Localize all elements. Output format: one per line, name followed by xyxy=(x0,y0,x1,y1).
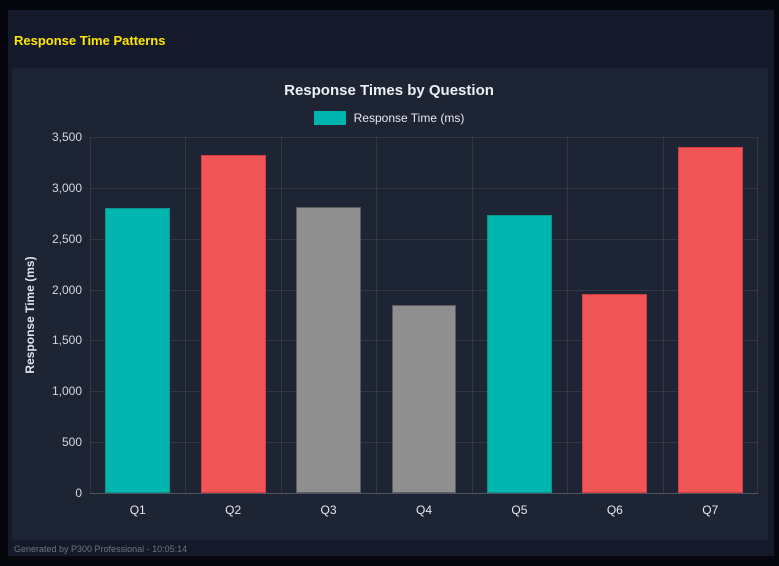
x-tick-label: Q3 xyxy=(320,503,337,517)
y-tick-label: 0 xyxy=(75,486,82,500)
v-gridline xyxy=(662,137,664,493)
x-tick-label: Q5 xyxy=(511,503,528,517)
x-tick-label: Q7 xyxy=(702,503,719,517)
y-tick-label: 1,000 xyxy=(51,384,82,399)
chart-legend: Response Time (ms) xyxy=(20,111,758,125)
h-gridline xyxy=(90,493,758,494)
page-title: Response Time Patterns xyxy=(14,33,166,48)
v-gridline xyxy=(567,137,569,493)
chart-card: Response Times by Question Response Time… xyxy=(12,68,768,540)
x-axis-row: Q1 Q2 Q3 Q4 Q5 Q6 Q7 xyxy=(20,499,758,525)
v-gridline xyxy=(471,137,473,493)
x-tick-label: Q2 xyxy=(225,503,242,517)
v-gridline xyxy=(280,137,282,493)
v-gridline xyxy=(90,137,91,493)
h-gridline xyxy=(90,289,758,291)
bar-q1 xyxy=(105,208,171,493)
bar-q6 xyxy=(582,293,648,493)
v-gridline xyxy=(376,137,378,493)
y-tick-label: 2,000 xyxy=(51,282,82,297)
legend-label: Response Time (ms) xyxy=(353,111,465,125)
x-axis-spacer xyxy=(20,499,90,525)
footer-text: Generated by P300 Professional - 10:05:1… xyxy=(14,544,188,554)
y-tick-label: 2,500 xyxy=(51,231,82,246)
page-header: Response Time Patterns xyxy=(8,10,774,64)
y-axis-title: Response Time (ms) xyxy=(20,137,40,493)
bar-q5 xyxy=(486,215,552,493)
x-axis-labels: Q1 Q2 Q3 Q4 Q5 Q6 Q7 xyxy=(90,499,758,525)
bar-q4 xyxy=(391,304,457,493)
y-tick-label: 500 xyxy=(61,435,82,450)
chart-title: Response Times by Question xyxy=(284,82,494,99)
h-gridline xyxy=(90,187,758,189)
y-axis-ticks: 0 500 1,000 1,500 2,000 2,500 3,000 3,500 xyxy=(40,130,90,500)
bar-q2 xyxy=(200,155,266,493)
y-axis-title-text: Response Time (ms) xyxy=(23,256,37,374)
y-tick-label: 3,500 xyxy=(51,130,82,144)
x-tick-label: Q1 xyxy=(129,503,146,517)
h-gridline xyxy=(90,238,758,240)
v-gridline xyxy=(757,137,758,493)
bar-q3 xyxy=(296,207,362,493)
plot-area xyxy=(90,137,758,494)
legend-swatch xyxy=(313,111,346,125)
h-gridline xyxy=(90,137,758,138)
bar-q7 xyxy=(677,147,743,493)
x-tick-label: Q4 xyxy=(415,503,432,517)
y-tick-label: 1,500 xyxy=(51,333,82,348)
chart-body: Response Time (ms) 0 500 1,000 1,500 2,000 2,… xyxy=(20,130,758,500)
x-tick-label: Q6 xyxy=(606,503,623,517)
v-gridline xyxy=(185,137,187,493)
y-tick-label: 3,000 xyxy=(51,180,82,195)
